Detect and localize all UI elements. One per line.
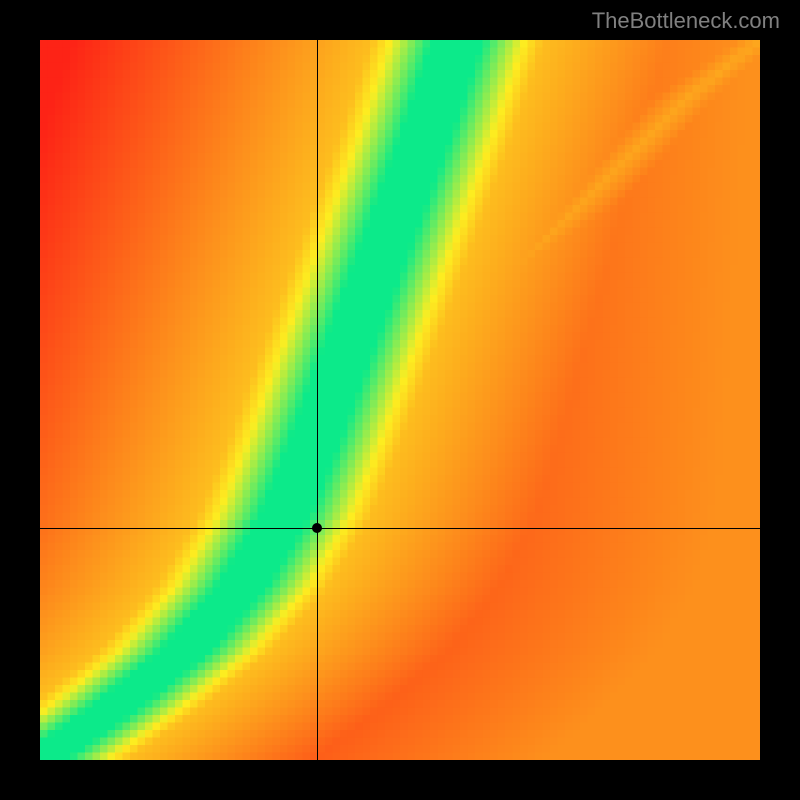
heatmap-canvas — [40, 40, 760, 760]
plot-area — [40, 40, 760, 760]
crosshair-vertical — [317, 40, 318, 760]
watermark-text: TheBottleneck.com — [592, 8, 780, 34]
crosshair-dot — [312, 523, 322, 533]
crosshair-horizontal — [40, 528, 760, 529]
